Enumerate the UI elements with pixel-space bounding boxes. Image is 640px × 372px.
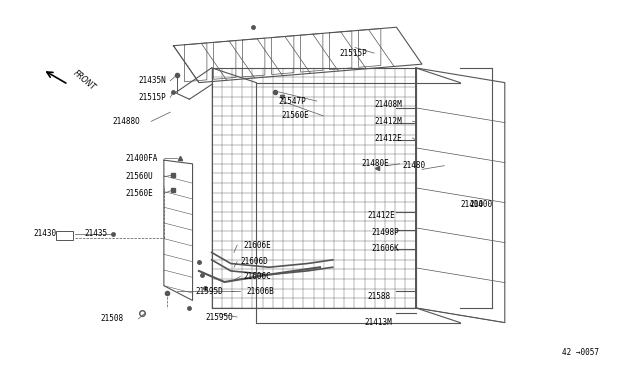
Text: 21560U: 21560U [125,172,154,181]
Text: 21606B: 21606B [246,287,275,296]
Text: 42 →0057: 42 →0057 [562,348,599,357]
Text: 21412M: 21412M [374,117,402,126]
Text: 21498P: 21498P [371,228,399,237]
Text: 21400: 21400 [460,200,483,209]
Text: 21595D: 21595D [196,287,223,296]
Text: 21400FA: 21400FA [125,154,158,163]
Text: 21606D: 21606D [241,257,268,266]
Text: 21515P: 21515P [138,93,166,102]
Bar [56,231,74,240]
Text: 21435: 21435 [84,230,108,238]
Text: 21588: 21588 [368,292,391,301]
Text: 21400: 21400 [470,200,493,209]
Text: 21488O: 21488O [113,117,141,126]
Text: 21595O: 21595O [205,312,233,321]
Text: 21547P: 21547P [278,97,307,106]
Text: 21408M: 21408M [374,100,402,109]
Text: 21560E: 21560E [125,189,154,198]
Text: 21480: 21480 [403,161,426,170]
Text: 21480E: 21480E [362,159,389,169]
Text: 21560E: 21560E [282,111,310,121]
Text: 21413M: 21413M [365,318,392,327]
Text: 21515P: 21515P [339,49,367,58]
Text: 21606C: 21606C [244,272,271,281]
Text: 21430: 21430 [33,230,56,238]
Text: 21435N: 21435N [138,76,166,85]
Text: 21412E: 21412E [368,211,396,220]
Text: 21508: 21508 [100,314,124,323]
Text: 21606K: 21606K [371,244,399,253]
Text: 21606E: 21606E [244,241,271,250]
Text: FRONT: FRONT [72,68,97,92]
Text: 21412E: 21412E [374,134,402,142]
